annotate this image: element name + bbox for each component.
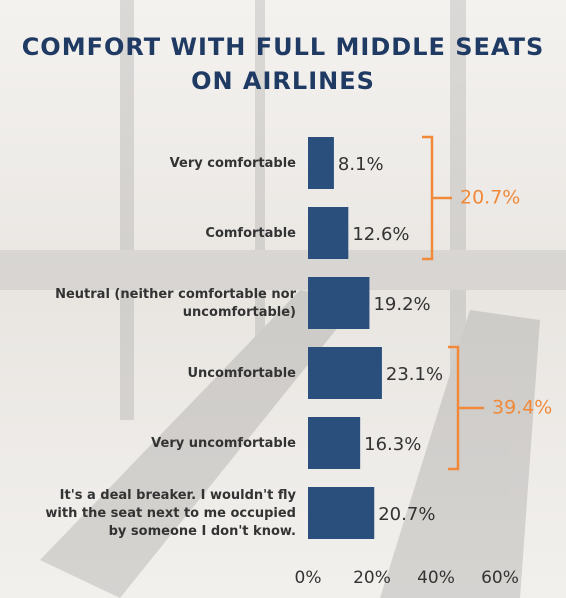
value-label: 20.7% (378, 504, 435, 525)
bar (308, 277, 370, 329)
value-label: 19.2% (373, 294, 430, 315)
y-tick-label: Very uncomfortable (151, 436, 296, 451)
x-tick-label: 40% (417, 568, 455, 588)
bar (308, 487, 375, 539)
y-tick-label: Very comfortable (170, 156, 297, 171)
x-tick-label: 0% (295, 568, 322, 588)
y-tick-label: Comfortable (205, 226, 296, 241)
bar (308, 137, 334, 189)
y-tick-label: Uncomfortable (187, 366, 296, 381)
annotation: 20.7% (460, 187, 520, 209)
bar (308, 207, 349, 259)
chart-title: COMFORT WITH FULL MIDDLE SEATS ON AIRLINE… (22, 33, 545, 95)
value-label: 16.3% (364, 434, 421, 455)
bracket (422, 135, 452, 261)
value-label: 12.6% (352, 224, 409, 245)
x-tick-label: 20% (353, 568, 391, 588)
value-label: 23.1% (386, 364, 443, 385)
x-tick-label: 60% (481, 568, 519, 588)
annotation: 39.4% (492, 397, 552, 419)
bar (308, 417, 361, 469)
bracket (448, 345, 484, 471)
y-tick-label: Neutral (neither comfortable nor uncomfor… (55, 287, 296, 320)
bar (308, 347, 382, 399)
y-tick-label: It's a deal breaker. I wouldn't fly with … (45, 488, 296, 539)
value-label: 8.1% (338, 154, 384, 175)
